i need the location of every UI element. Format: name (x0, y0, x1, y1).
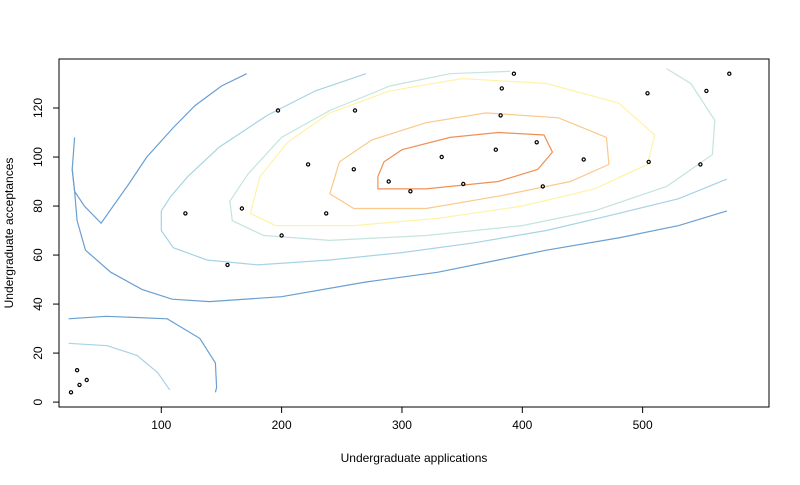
data-point-26 (698, 162, 703, 167)
x-axis-label: Undergraduate applications (341, 451, 488, 465)
x-tick-label-400: 400 (512, 418, 532, 432)
data-point-6 (239, 206, 245, 211)
y-tick-label-80: 80 (31, 199, 45, 213)
contour-line-5-0 (377, 131, 554, 190)
y-tick-label-100: 100 (31, 147, 45, 167)
y-axis-label: Undergraduate acceptances (2, 158, 16, 309)
data-point-14 (408, 189, 413, 194)
contours-layer (68, 68, 728, 393)
data-point-27 (704, 88, 709, 94)
points-layer (68, 71, 732, 395)
data-point-12 (352, 108, 358, 113)
x-axis: 100 200 300 400 500 (151, 407, 653, 432)
y-tick-label-120: 120 (31, 98, 45, 118)
data-point-23 (581, 157, 586, 162)
contour-line-1-1 (68, 342, 171, 391)
data-point-19 (499, 86, 504, 91)
data-point-18 (498, 113, 503, 118)
contour-line-1-0 (160, 73, 728, 266)
data-point-0 (68, 390, 74, 395)
contour-line-4-0 (329, 112, 610, 210)
data-point-25 (646, 159, 651, 165)
contour-line-3-0 (249, 77, 656, 227)
data-point-17 (493, 147, 498, 152)
data-point-13 (386, 179, 391, 184)
contour-line-2-0 (229, 68, 716, 242)
data-point-2 (77, 382, 82, 388)
data-point-8 (279, 233, 284, 238)
x-tick-label-300: 300 (392, 418, 412, 432)
data-point-9 (305, 162, 311, 167)
data-point-4 (183, 211, 188, 216)
data-point-22 (540, 184, 546, 189)
contour-line-0-1 (71, 169, 728, 303)
data-point-3 (84, 377, 89, 383)
plot-frame (58, 58, 770, 408)
data-point-24 (645, 91, 650, 96)
data-point-11 (351, 167, 356, 172)
x-tick-label-100: 100 (151, 418, 171, 432)
y-tick-label-60: 60 (31, 248, 45, 262)
contour-line-0-2 (68, 315, 218, 393)
contour-line-0-0 (71, 73, 247, 225)
y-tick-label-0: 0 (31, 398, 45, 405)
data-point-10 (324, 211, 329, 216)
data-point-1 (74, 368, 80, 373)
data-point-15 (439, 154, 444, 160)
x-tick-label-500: 500 (633, 418, 653, 432)
x-tick-label-200: 200 (272, 418, 292, 432)
y-axis: 0 20 40 60 80 100 120 (31, 98, 59, 405)
y-tick-label-20: 20 (31, 346, 45, 360)
data-point-5 (225, 262, 230, 268)
data-point-7 (275, 108, 281, 113)
data-point-21 (534, 140, 539, 145)
data-point-20 (511, 71, 517, 76)
y-tick-label-40: 40 (31, 297, 45, 311)
data-point-16 (461, 181, 466, 187)
data-point-28 (727, 71, 732, 76)
